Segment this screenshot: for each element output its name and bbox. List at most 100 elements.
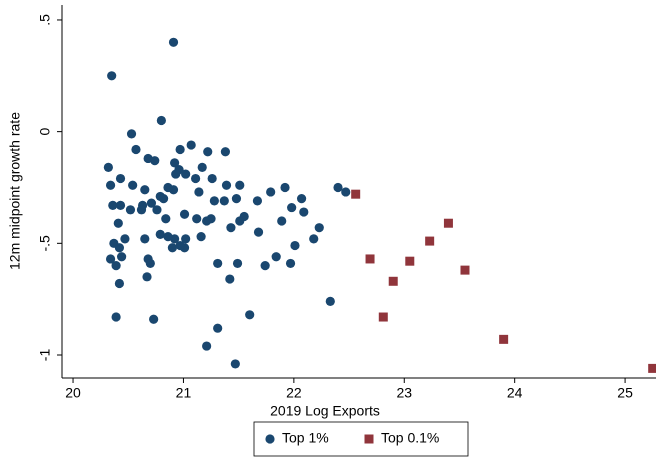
point — [219, 196, 229, 206]
x-axis-title: 2019 Log Exports — [270, 403, 380, 419]
point — [499, 334, 509, 344]
y-tick-label: .5 — [37, 14, 53, 26]
point — [140, 234, 150, 244]
point — [111, 261, 121, 271]
point — [285, 258, 296, 269]
point — [271, 252, 281, 262]
x-tick-label: 24 — [507, 385, 523, 401]
x-tick-label: 25 — [617, 385, 633, 401]
point — [253, 227, 264, 237]
point — [309, 234, 319, 244]
x-tick-label: 21 — [176, 385, 192, 401]
point — [226, 223, 236, 233]
point — [128, 180, 138, 190]
point — [171, 169, 181, 179]
point — [333, 182, 343, 193]
point — [113, 218, 123, 228]
point — [405, 256, 415, 266]
point — [280, 182, 290, 193]
point — [378, 312, 388, 322]
point — [213, 323, 223, 333]
point — [209, 196, 219, 206]
point — [230, 359, 240, 369]
point — [202, 341, 212, 351]
point — [299, 207, 309, 217]
point — [213, 258, 223, 269]
point — [341, 187, 351, 197]
point — [115, 200, 126, 210]
point — [131, 144, 141, 155]
point — [105, 254, 116, 264]
point — [163, 232, 173, 242]
point — [290, 240, 300, 251]
x-tick-label: 22 — [286, 385, 302, 401]
point — [114, 243, 125, 253]
point — [287, 202, 297, 213]
y-tick-label: -1 — [37, 349, 53, 362]
point — [120, 234, 130, 244]
point — [266, 187, 276, 197]
point — [103, 162, 113, 172]
point — [388, 276, 398, 286]
point — [115, 173, 126, 184]
point — [220, 147, 231, 157]
point — [425, 236, 435, 246]
point — [351, 189, 361, 199]
point — [221, 180, 232, 190]
point — [170, 158, 180, 168]
legend-label: Top 0.1% — [381, 430, 439, 446]
point — [232, 258, 243, 269]
point — [207, 173, 217, 184]
point — [260, 261, 270, 271]
point — [175, 240, 185, 251]
x-tick-label: 23 — [396, 385, 412, 401]
point — [181, 234, 191, 244]
point — [235, 216, 245, 226]
point — [296, 194, 307, 204]
x-tick-label: 20 — [65, 385, 81, 401]
y-axis-title: 12m midpoint growth rate — [7, 112, 23, 270]
point — [158, 194, 169, 204]
point — [105, 180, 116, 190]
point — [156, 115, 166, 126]
point — [142, 272, 152, 282]
legend-box — [253, 421, 469, 457]
point — [126, 129, 137, 139]
point — [149, 314, 159, 324]
point — [168, 37, 179, 47]
point — [196, 232, 206, 242]
point — [181, 169, 191, 179]
point — [314, 223, 324, 233]
point — [231, 194, 242, 204]
point — [179, 209, 190, 219]
legend-label: Top 1% — [282, 430, 329, 446]
y-tick-label: -.5 — [37, 235, 53, 252]
point — [202, 216, 212, 226]
point — [107, 71, 117, 81]
point — [140, 185, 150, 195]
point — [111, 312, 121, 322]
point — [108, 200, 118, 210]
point — [203, 147, 213, 157]
point — [245, 310, 255, 320]
point — [277, 216, 287, 226]
point — [252, 196, 263, 206]
point — [365, 254, 375, 264]
point — [155, 229, 165, 239]
point — [225, 274, 235, 284]
point — [190, 173, 201, 184]
point — [443, 218, 453, 228]
legend-marker — [265, 434, 275, 444]
point — [161, 214, 171, 224]
point — [192, 214, 202, 224]
point — [117, 252, 127, 262]
point — [648, 363, 656, 373]
point — [186, 140, 196, 150]
point — [460, 265, 470, 275]
point — [145, 258, 155, 269]
point — [175, 144, 185, 155]
point — [125, 205, 136, 215]
point — [325, 296, 335, 306]
y-tick-label: 0 — [37, 128, 53, 136]
